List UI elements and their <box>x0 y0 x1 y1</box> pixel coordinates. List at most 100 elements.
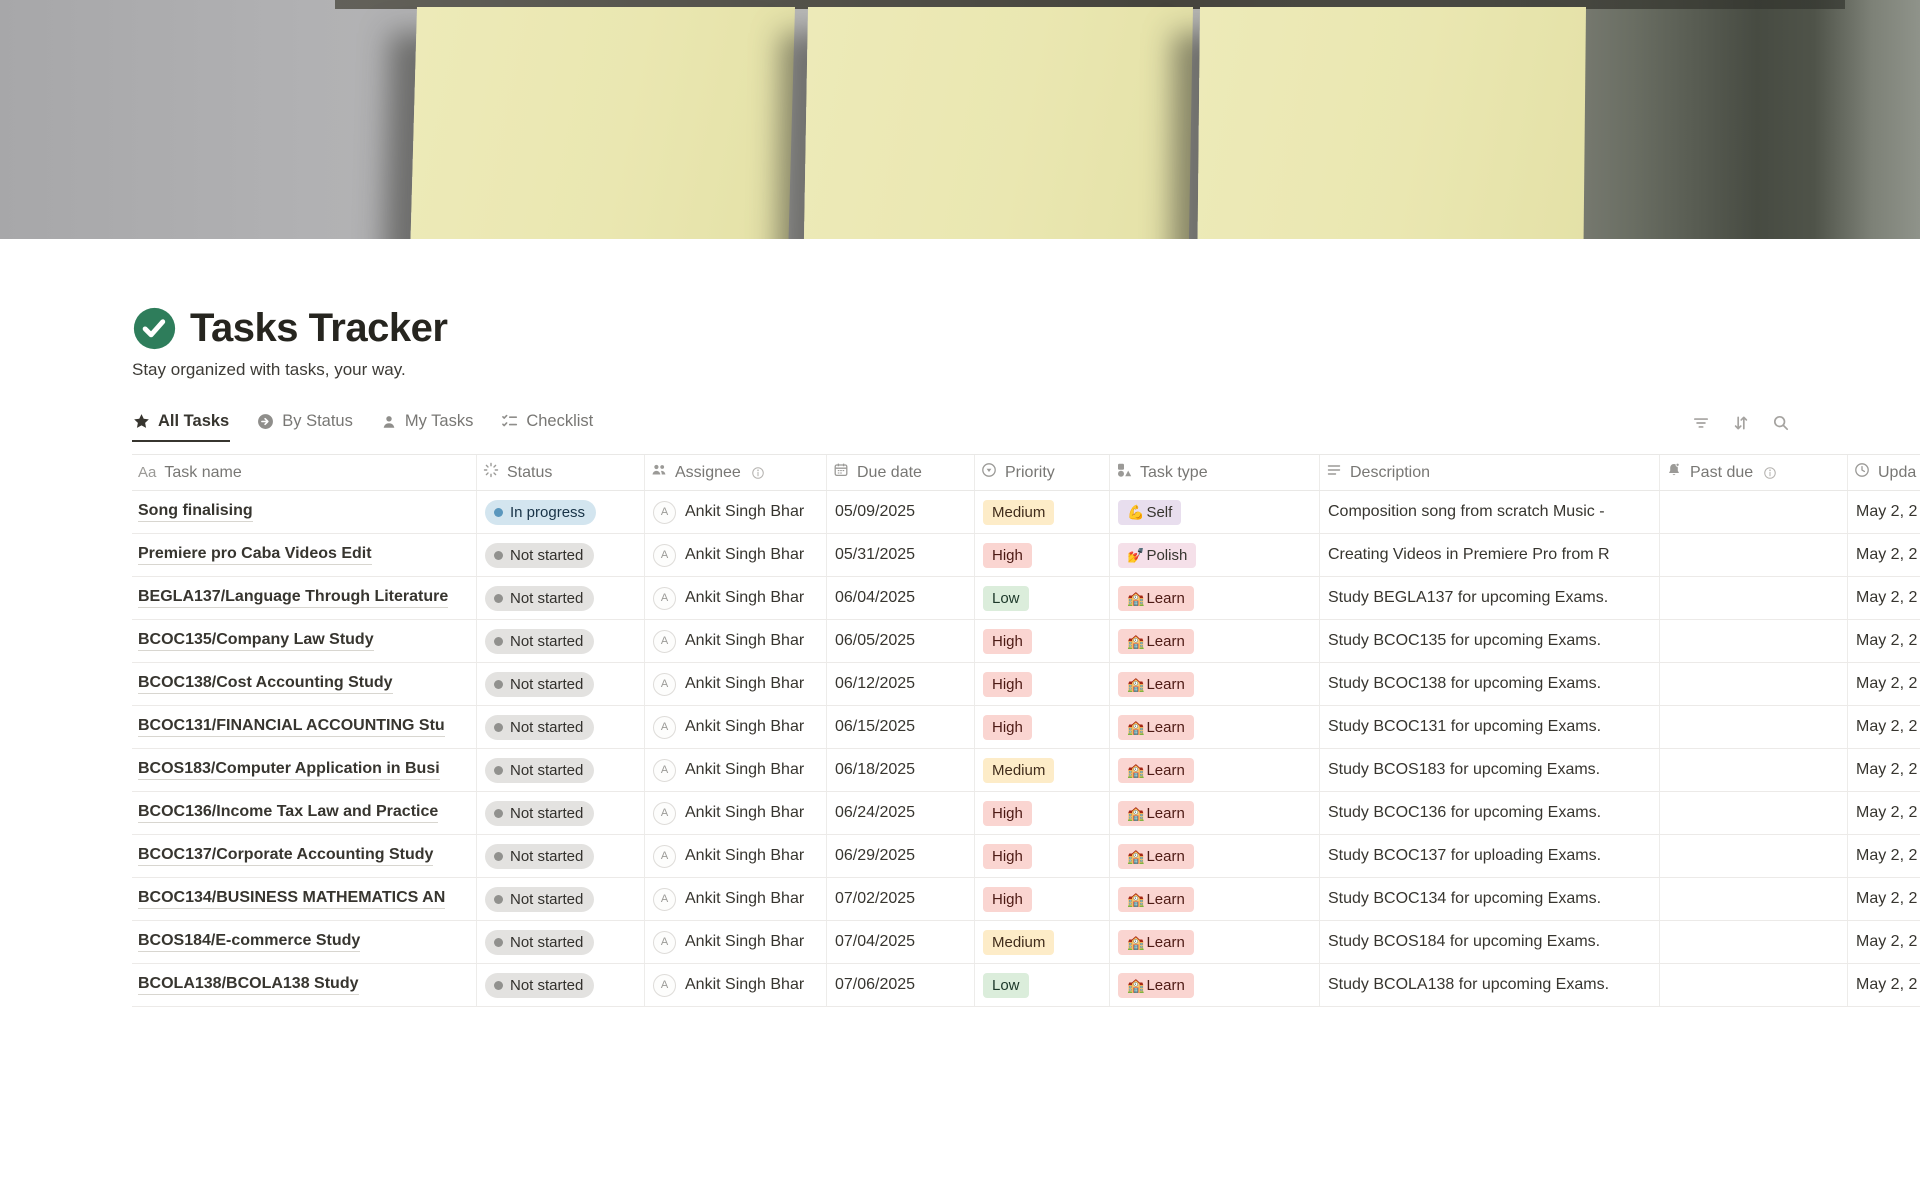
description-cell[interactable]: Study BCOC134 for upcoming Exams. <box>1320 878 1660 920</box>
search-icon[interactable] <box>1772 414 1790 432</box>
updated-cell[interactable]: May 2, 2 <box>1848 921 1920 963</box>
updated-cell[interactable]: May 2, 2 <box>1848 749 1920 791</box>
task-name-cell[interactable]: BCOC135/Company Law Study <box>132 620 477 662</box>
priority-cell[interactable]: High <box>975 878 1110 920</box>
task-name-cell[interactable]: BCOC134/BUSINESS MATHEMATICS AN <box>132 878 477 920</box>
updated-cell[interactable]: May 2, 2 <box>1848 706 1920 748</box>
table-row[interactable]: BCOS184/E-commerce Study Not started A A… <box>132 921 1920 964</box>
updated-cell[interactable]: May 2, 2 <box>1848 792 1920 834</box>
task-type-cell[interactable]: 🏫 Learn <box>1110 964 1320 1006</box>
tab-my-tasks[interactable]: My Tasks <box>380 412 474 442</box>
tab-by-status[interactable]: By Status <box>256 412 354 442</box>
task-type-cell[interactable]: 🏫 Learn <box>1110 749 1320 791</box>
past-due-cell[interactable] <box>1660 534 1848 576</box>
page-subtitle[interactable]: Stay organized with tasks, your way. <box>132 360 406 379</box>
column-header-assignee[interactable]: Assignee <box>645 455 827 490</box>
task-type-cell[interactable]: 💅 Polish <box>1110 534 1320 576</box>
assignee-cell[interactable]: A Ankit Singh Bhar <box>645 491 827 533</box>
due-date-cell[interactable]: 06/12/2025 <box>827 663 975 705</box>
assignee-cell[interactable]: A Ankit Singh Bhar <box>645 577 827 619</box>
task-title[interactable]: Song finalising <box>138 502 253 522</box>
task-title[interactable]: BCOC131/FINANCIAL ACCOUNTING Stu <box>138 717 445 737</box>
due-date-cell[interactable]: 06/29/2025 <box>827 835 975 877</box>
page-title[interactable]: Tasks Tracker <box>190 306 448 350</box>
task-name-cell[interactable]: BCOS184/E-commerce Study <box>132 921 477 963</box>
task-name-cell[interactable]: BCOC138/Cost Accounting Study <box>132 663 477 705</box>
priority-cell[interactable]: High <box>975 663 1110 705</box>
table-row[interactable]: BEGLA137/Language Through Literature Not… <box>132 577 1920 620</box>
table-row[interactable]: BCOS183/Computer Application in Busi Not… <box>132 749 1920 792</box>
status-cell[interactable]: Not started <box>477 663 645 705</box>
column-header-task-type[interactable]: Task type <box>1110 455 1320 490</box>
assignee-cell[interactable]: A Ankit Singh Bhar <box>645 534 827 576</box>
due-date-cell[interactable]: 05/31/2025 <box>827 534 975 576</box>
past-due-cell[interactable] <box>1660 706 1848 748</box>
task-type-cell[interactable]: 🏫 Learn <box>1110 878 1320 920</box>
due-date-cell[interactable]: 05/09/2025 <box>827 491 975 533</box>
task-title[interactable]: BCOC134/BUSINESS MATHEMATICS AN <box>138 889 446 909</box>
task-type-cell[interactable]: 🏫 Learn <box>1110 620 1320 662</box>
tab-all-tasks[interactable]: All Tasks <box>132 412 231 442</box>
past-due-cell[interactable] <box>1660 964 1848 1006</box>
assignee-cell[interactable]: A Ankit Singh Bhar <box>645 706 827 748</box>
due-date-cell[interactable]: 06/04/2025 <box>827 577 975 619</box>
task-title[interactable]: BCOC138/Cost Accounting Study <box>138 674 393 694</box>
table-row[interactable]: BCOC138/Cost Accounting Study Not starte… <box>132 663 1920 706</box>
past-due-cell[interactable] <box>1660 835 1848 877</box>
due-date-cell[interactable]: 06/24/2025 <box>827 792 975 834</box>
column-header-status[interactable]: Status <box>477 455 645 490</box>
priority-cell[interactable]: High <box>975 835 1110 877</box>
updated-cell[interactable]: May 2, 2 <box>1848 878 1920 920</box>
table-row[interactable]: BCOC136/Income Tax Law and Practice Not … <box>132 792 1920 835</box>
task-type-cell[interactable]: 🏫 Learn <box>1110 792 1320 834</box>
table-row[interactable]: Premiere pro Caba Videos Edit Not starte… <box>132 534 1920 577</box>
due-date-cell[interactable]: 07/06/2025 <box>827 964 975 1006</box>
assignee-cell[interactable]: A Ankit Singh Bhar <box>645 663 827 705</box>
updated-cell[interactable]: May 2, 2 <box>1848 835 1920 877</box>
past-due-cell[interactable] <box>1660 491 1848 533</box>
table-row[interactable]: Song finalising In progress A Ankit Sing… <box>132 491 1920 534</box>
task-name-cell[interactable]: BCOS183/Computer Application in Busi <box>132 749 477 791</box>
description-cell[interactable]: Composition song from scratch Music - <box>1320 491 1660 533</box>
assignee-cell[interactable]: A Ankit Singh Bhar <box>645 964 827 1006</box>
assignee-cell[interactable]: A Ankit Singh Bhar <box>645 835 827 877</box>
past-due-cell[interactable] <box>1660 620 1848 662</box>
task-title[interactable]: BCOLA138/BCOLA138 Study <box>138 975 359 995</box>
past-due-cell[interactable] <box>1660 749 1848 791</box>
task-title[interactable]: BCOC135/Company Law Study <box>138 631 374 651</box>
description-cell[interactable]: Creating Videos in Premiere Pro from R <box>1320 534 1660 576</box>
assignee-cell[interactable]: A Ankit Singh Bhar <box>645 878 827 920</box>
description-cell[interactable]: Study BEGLA137 for upcoming Exams. <box>1320 577 1660 619</box>
description-cell[interactable]: Study BCOC136 for upcoming Exams. <box>1320 792 1660 834</box>
table-row[interactable]: BCOC137/Corporate Accounting Study Not s… <box>132 835 1920 878</box>
column-header-description[interactable]: Description <box>1320 455 1660 490</box>
status-cell[interactable]: Not started <box>477 792 645 834</box>
task-title[interactable]: BEGLA137/Language Through Literature <box>138 588 449 608</box>
updated-cell[interactable]: May 2, 2 <box>1848 577 1920 619</box>
task-title[interactable]: BCOC137/Corporate Accounting Study <box>138 846 434 866</box>
updated-cell[interactable]: May 2, 2 <box>1848 964 1920 1006</box>
task-name-cell[interactable]: BEGLA137/Language Through Literature <box>132 577 477 619</box>
due-date-cell[interactable]: 07/04/2025 <box>827 921 975 963</box>
due-date-cell[interactable]: 06/15/2025 <box>827 706 975 748</box>
description-cell[interactable]: Study BCOC138 for upcoming Exams. <box>1320 663 1660 705</box>
updated-cell[interactable]: May 2, 2 <box>1848 491 1920 533</box>
sort-icon[interactable] <box>1732 414 1750 432</box>
task-name-cell[interactable]: Premiere pro Caba Videos Edit <box>132 534 477 576</box>
updated-cell[interactable]: May 2, 2 <box>1848 534 1920 576</box>
task-name-cell[interactable]: BCOC136/Income Tax Law and Practice <box>132 792 477 834</box>
past-due-cell[interactable] <box>1660 577 1848 619</box>
table-row[interactable]: BCOC135/Company Law Study Not started A … <box>132 620 1920 663</box>
status-cell[interactable]: Not started <box>477 878 645 920</box>
priority-cell[interactable]: Medium <box>975 491 1110 533</box>
priority-cell[interactable]: High <box>975 792 1110 834</box>
table-row[interactable]: BCOC131/FINANCIAL ACCOUNTING Stu Not sta… <box>132 706 1920 749</box>
due-date-cell[interactable]: 06/18/2025 <box>827 749 975 791</box>
table-row[interactable]: BCOC134/BUSINESS MATHEMATICS AN Not star… <box>132 878 1920 921</box>
priority-cell[interactable]: High <box>975 706 1110 748</box>
task-title[interactable]: BCOC136/Income Tax Law and Practice <box>138 803 439 823</box>
status-cell[interactable]: Not started <box>477 749 645 791</box>
status-cell[interactable]: Not started <box>477 835 645 877</box>
description-cell[interactable]: Study BCOC135 for upcoming Exams. <box>1320 620 1660 662</box>
task-type-cell[interactable]: 💪 Self <box>1110 491 1320 533</box>
